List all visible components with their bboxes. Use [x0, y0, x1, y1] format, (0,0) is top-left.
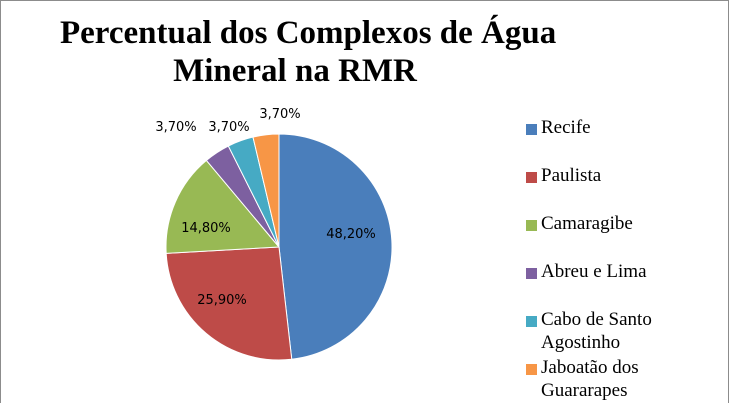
- legend-swatch: [526, 316, 537, 327]
- pie-slice-recife: [278, 133, 393, 360]
- data-label-abreu-e-lima: 3,70%: [155, 120, 196, 135]
- legend-label: Camaragibe: [541, 212, 721, 235]
- legend-swatch: [526, 124, 537, 135]
- pie-slice-jaboat-o-dos-guararapes: [252, 133, 280, 248]
- legend-label: Jaboatão dos Guararapes: [541, 356, 721, 402]
- chart-title: Percentual dos Complexos de Água Mineral…: [60, 14, 557, 90]
- pie-slice-paulista: [165, 246, 293, 361]
- legend-label-line: Guararapes: [541, 380, 628, 401]
- data-label-jaboat-o-dos-guararapes: 3,70%: [259, 107, 300, 122]
- legend-label: Recife: [541, 116, 721, 139]
- legend-label-line: Camaragibe: [541, 213, 633, 234]
- legend-label: Abreu e Lima: [541, 260, 721, 283]
- data-label-paulista: 25,90%: [197, 293, 247, 308]
- legend-swatch: [526, 220, 537, 231]
- chart-title-line-1: Percentual dos Complexos de Água: [60, 15, 557, 51]
- legend-label: Cabo de Santo Agostinho: [541, 308, 721, 354]
- data-label-recife: 48,20%: [326, 227, 376, 242]
- legend-label-line: Paulista: [541, 165, 602, 186]
- legend-swatch: [526, 172, 537, 183]
- legend-label-line: Jaboatão dos: [541, 357, 639, 378]
- legend-label-line: Abreu e Lima: [541, 261, 647, 282]
- chart-title-line-2: Mineral na RMR: [173, 53, 417, 89]
- legend-swatch: [526, 364, 537, 375]
- legend-label-line: Cabo de Santo: [541, 309, 652, 330]
- legend-label-line: Recife: [541, 117, 591, 138]
- legend-swatch: [526, 268, 537, 279]
- data-label-cabo-de-santo-agostinho: 3,70%: [208, 120, 249, 135]
- data-label-camaragibe: 14,80%: [181, 221, 231, 236]
- legend-label-line: Agostinho: [541, 332, 621, 353]
- legend-label: Paulista: [541, 164, 721, 187]
- pie-slice-camaragibe: [165, 159, 281, 254]
